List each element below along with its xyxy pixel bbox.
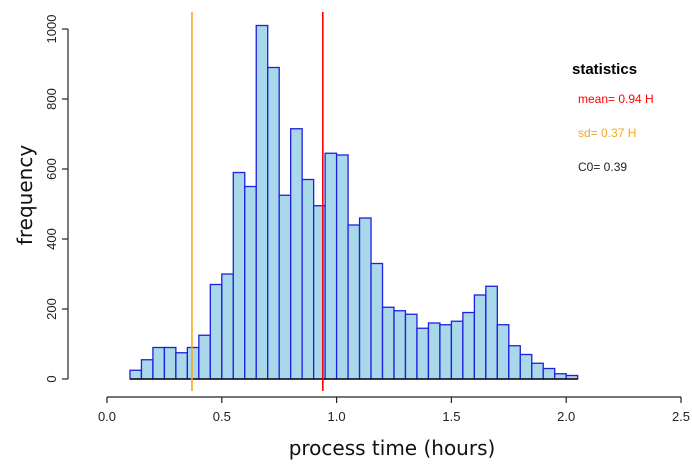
x-tick-label: 1.0 xyxy=(328,409,346,424)
histogram-bar xyxy=(163,346,177,380)
y-tick-label: 1000 xyxy=(44,15,59,44)
y-axis-label: frequency xyxy=(13,145,37,245)
histogram-bar xyxy=(267,66,280,380)
y-tick-label: 600 xyxy=(44,158,59,180)
histogram-bar xyxy=(416,327,430,380)
statistics-mean: mean= 0.94 H xyxy=(578,92,654,106)
histogram-bar xyxy=(496,324,510,380)
bars-group xyxy=(129,24,579,380)
histogram-bar xyxy=(531,362,544,380)
histogram-bar xyxy=(439,324,453,380)
histogram-bar xyxy=(519,353,533,380)
histogram-bar xyxy=(244,185,257,380)
x-tick-label: 2.5 xyxy=(672,409,690,424)
statistics-sd: sd= 0.37 H xyxy=(578,126,636,140)
histogram-bar xyxy=(404,313,418,380)
histogram-bar xyxy=(358,217,372,380)
histogram-bar xyxy=(473,294,487,380)
y-tick-label: 0 xyxy=(44,375,59,382)
histogram-bar xyxy=(508,345,521,380)
histogram-bar xyxy=(347,224,361,380)
histogram-bar xyxy=(129,369,143,380)
histogram-bar xyxy=(232,171,246,380)
x-tick-label: 1.5 xyxy=(442,409,460,424)
histogram-bar xyxy=(152,346,166,380)
histogram-bar xyxy=(140,359,154,380)
histogram-bar xyxy=(462,311,476,380)
histogram-bar xyxy=(450,320,464,380)
histogram-bar xyxy=(427,322,441,380)
x-tick-label: 0.0 xyxy=(98,409,116,424)
y-tick-label: 800 xyxy=(44,88,59,110)
reference-lines-group xyxy=(191,12,324,391)
histogram-bar xyxy=(278,194,292,380)
histogram-bar xyxy=(335,154,349,380)
axes-group: 0.0 0.5 1.0 1.5 2.0 2.5 0 200 400 600 800 1000 xyxy=(44,15,690,424)
histogram-bar xyxy=(209,283,223,380)
y-tick-label: 400 xyxy=(44,228,59,250)
histogram-bar xyxy=(542,367,556,380)
x-axis-label: process time (hours) xyxy=(289,436,496,460)
histogram-bar xyxy=(370,262,384,380)
histogram-bar xyxy=(255,24,269,380)
y-tick-label: 200 xyxy=(44,298,59,320)
histogram-bar xyxy=(554,373,567,380)
statistics-legend: statistics mean= 0.94 H sd= 0.37 H C0= 0… xyxy=(572,61,654,174)
statistics-c0: C0= 0.39 xyxy=(578,160,627,174)
histogram-bar xyxy=(485,285,498,380)
histogram-bar xyxy=(290,128,303,380)
x-tick-label: 2.0 xyxy=(557,409,575,424)
histogram-bar xyxy=(186,346,200,380)
histogram-bar xyxy=(381,306,395,380)
histogram-bar xyxy=(221,273,234,380)
histogram-bar xyxy=(175,352,189,380)
histogram-bar xyxy=(301,178,315,380)
histogram-bar xyxy=(324,152,338,380)
histogram-bar xyxy=(393,310,407,380)
histogram-bar xyxy=(198,334,211,380)
x-tick-label: 0.5 xyxy=(213,409,231,424)
statistics-title: statistics xyxy=(572,61,637,78)
